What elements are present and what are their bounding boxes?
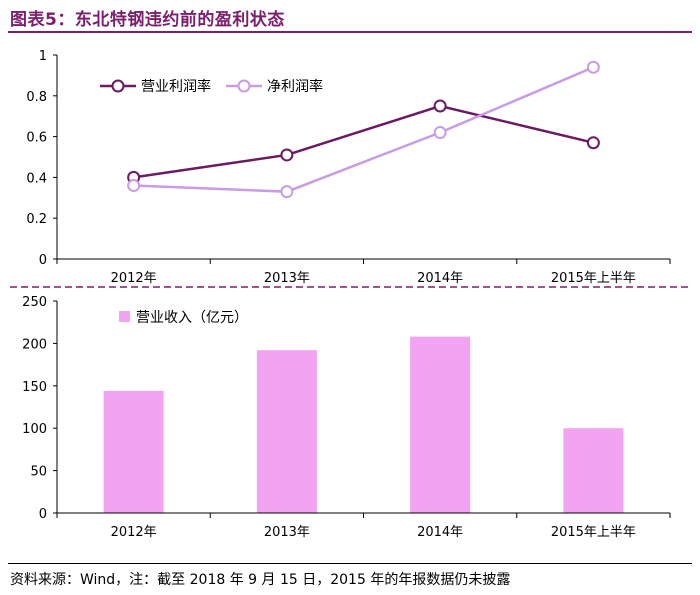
y-tick-label: 0.4 — [26, 171, 47, 186]
data-point — [586, 60, 600, 74]
charts-canvas: 0 0.2 0.4 0.6 0.8 1 2012年 2013年 2014年 2015年上半年 营业利… — [10, 49, 690, 540]
legend-label: 净利润率 — [267, 78, 323, 95]
series-line — [133, 104, 594, 179]
line-chart: 0 0.2 0.4 0.6 0.8 1 2012年 2013年 2014年 2015年上半年 营业利… — [26, 49, 671, 286]
series-line — [133, 66, 594, 193]
data-point — [433, 99, 447, 113]
y-tick-label: 100 — [22, 422, 47, 437]
bar — [103, 390, 164, 513]
y-tick-label: 200 — [22, 337, 47, 352]
y-tick-label: 1 — [39, 49, 47, 64]
source-note: 资料来源：Wind，注：截至 2018 年 9 月 15 日，2015 年的年报… — [10, 572, 511, 588]
legend-swatch — [119, 311, 130, 322]
x-tick-label: 2012年 — [111, 271, 157, 286]
legend-label: 营业收入（亿元） — [136, 310, 248, 326]
bar — [410, 336, 471, 513]
x-tick-label: 2015年上半年 — [551, 271, 636, 286]
legend-marker — [237, 79, 251, 93]
x-tick-label: 2013年 — [264, 271, 310, 286]
y-tick-label: 250 — [22, 295, 47, 310]
y-tick-label: 0 — [39, 507, 47, 522]
bar-chart: 0 50 100 150 200 250 2012年 2013年 2014年 2015年上半年 营业… — [22, 295, 671, 540]
y-tick-label: 0.8 — [26, 90, 47, 105]
legend-label: 营业利润率 — [141, 78, 211, 95]
x-tick-label: 2012年 — [111, 525, 157, 540]
legend-marker — [111, 79, 125, 93]
bar — [563, 428, 624, 513]
x-tick-label: 2013年 — [264, 525, 310, 540]
data-point — [280, 148, 294, 162]
data-point — [127, 179, 141, 193]
y-tick-label: 0.2 — [26, 212, 47, 227]
x-tick-label: 2014年 — [417, 271, 463, 286]
data-point — [280, 185, 294, 199]
footer-rule — [8, 563, 692, 564]
title-rule — [8, 31, 692, 33]
data-point — [586, 136, 600, 150]
data-point — [433, 126, 447, 140]
y-tick-label: 0 — [39, 253, 47, 268]
x-tick-label: 2015年上半年 — [551, 525, 636, 540]
chart-title: 图表5：东北特钢违约前的盈利状态 — [10, 10, 285, 30]
bar — [256, 350, 317, 513]
y-tick-label: 0.6 — [26, 131, 47, 146]
y-tick-label: 50 — [30, 465, 47, 480]
x-tick-label: 2014年 — [417, 525, 463, 540]
y-tick-label: 150 — [22, 380, 47, 395]
